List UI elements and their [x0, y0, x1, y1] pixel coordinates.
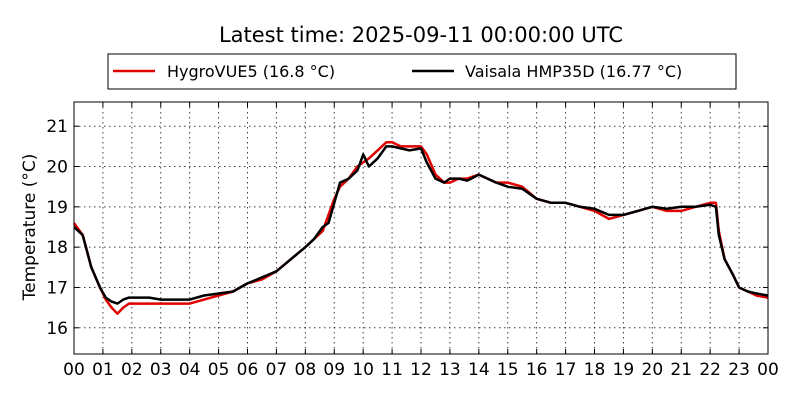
x-tick-label: 16 [526, 360, 548, 380]
x-tick-label: 00 [63, 360, 85, 380]
x-tick-label: 05 [208, 360, 230, 380]
series-layer [72, 141, 769, 315]
y-tick-label: 20 [46, 158, 68, 178]
x-tick-label: 21 [670, 360, 692, 380]
x-tick-label: 14 [468, 360, 490, 380]
axis-ticks: 00 01 02 03 04 05 06 07 08 09 10 11 12 13 14 15 16 17 18 19… [46, 102, 779, 380]
x-tick-label: 20 [642, 360, 664, 380]
x-tick-label: 23 [728, 360, 750, 380]
x-tick-label: 07 [266, 360, 288, 380]
x-tick-label: 22 [699, 360, 721, 380]
x-tick-label: 01 [92, 360, 114, 380]
x-tick-label: 17 [555, 360, 577, 380]
series-line-hygrovue5 [72, 141, 769, 315]
x-tick-label: 11 [381, 360, 403, 380]
x-tick-label: 12 [410, 360, 432, 380]
legend-label-vaisala: Vaisala HMP35D (16.77 °C) [465, 62, 682, 81]
x-tick-label: 06 [237, 360, 259, 380]
x-tick-label: 04 [179, 360, 201, 380]
legend: HygroVUE5 (16.8 °C) Vaisala HMP35D (16.7… [107, 53, 737, 90]
x-tick-label: 10 [352, 360, 374, 380]
y-tick-label: 17 [46, 278, 68, 298]
y-tick-label: 16 [46, 319, 68, 339]
x-tick-label: 18 [584, 360, 606, 380]
x-tick-label: 03 [150, 360, 172, 380]
y-tick-label: 19 [46, 198, 68, 218]
x-tick-label: 02 [121, 360, 143, 380]
legend-label-hygrovue5: HygroVUE5 (16.8 °C) [167, 62, 335, 81]
y-tick-label: 18 [46, 238, 68, 258]
x-tick-label: 09 [323, 360, 345, 380]
series-line-vaisala [73, 145, 769, 305]
x-tick-label: 08 [295, 360, 317, 380]
chart-title: Latest time: 2025-09-11 00:00:00 UTC [219, 23, 623, 47]
grid [74, 102, 768, 354]
x-tick-label: 00 [757, 360, 779, 380]
x-tick-label: 15 [497, 360, 519, 380]
y-tick-label: 21 [46, 117, 68, 137]
x-tick-label: 19 [613, 360, 635, 380]
x-tick-label: 13 [439, 360, 461, 380]
y-axis-label: Temperature (°C) [20, 154, 40, 302]
